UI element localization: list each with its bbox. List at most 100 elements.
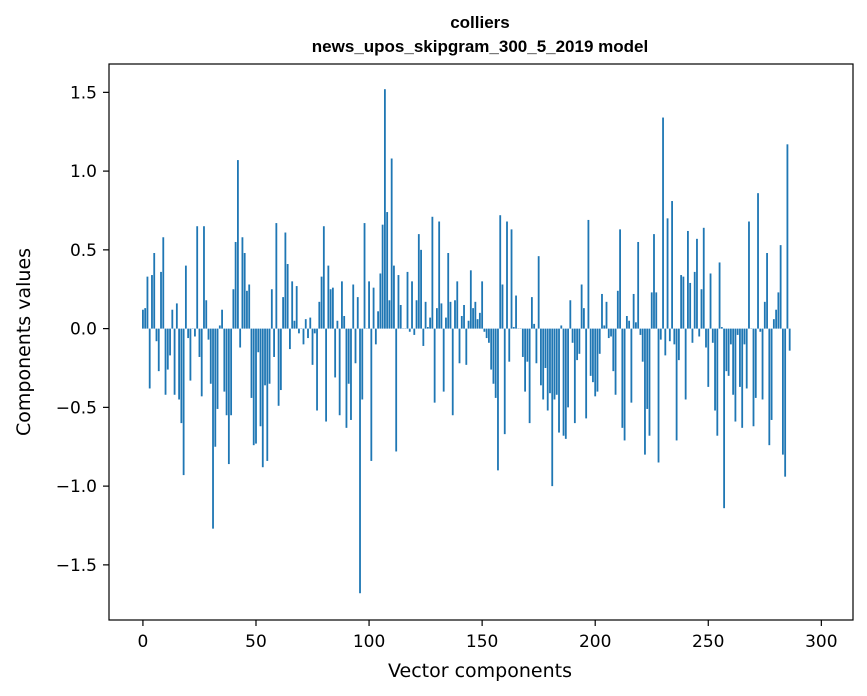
bar-188 [567, 328, 569, 408]
bar-56 [268, 328, 271, 384]
bar-256 [720, 327, 723, 329]
bar-68 [295, 286, 298, 329]
bar-108 [386, 212, 389, 329]
x-tick-label: 250 [692, 632, 724, 652]
bar-76 [313, 328, 316, 334]
bar-52 [259, 328, 262, 427]
bar-222 [644, 328, 646, 455]
bar-251 [709, 273, 712, 329]
bar-79 [320, 276, 323, 329]
bar-196 [585, 328, 588, 419]
bar-153 [488, 328, 490, 343]
bar-66 [291, 281, 294, 329]
bar-53 [261, 328, 264, 468]
bar-240 [684, 328, 687, 400]
bar-118 [408, 328, 411, 332]
bar-119 [411, 281, 413, 329]
bar-8 [160, 271, 162, 329]
bar-200 [594, 328, 597, 397]
bar-191 [573, 328, 576, 424]
bar-184 [558, 328, 560, 433]
bar-111 [393, 265, 395, 329]
bar-207 [610, 328, 612, 337]
bar-17 [180, 328, 183, 424]
bar-152 [485, 328, 488, 339]
bar-164 [512, 327, 515, 329]
bar-43 [239, 328, 242, 348]
bar-91 [347, 328, 350, 384]
bar-175 [537, 256, 540, 329]
bar-105 [379, 273, 382, 329]
bar-20 [187, 328, 190, 339]
bar-7 [157, 328, 160, 372]
bar-163 [510, 229, 513, 329]
bar-135 [447, 253, 450, 329]
bar-264 [739, 328, 741, 387]
bar-226 [653, 234, 655, 329]
bar-77 [316, 328, 318, 411]
bar-261 [732, 328, 735, 395]
bar-30 [209, 328, 212, 384]
bar-271 [754, 328, 757, 398]
bar-21 [189, 328, 192, 381]
bar-131 [438, 221, 441, 329]
bar-38 [227, 328, 230, 465]
x-tick-label: 150 [466, 632, 498, 652]
bar-49 [252, 328, 255, 446]
bar-176 [540, 328, 542, 386]
bar-95 [356, 297, 359, 329]
bar-246 [698, 328, 701, 337]
bar-2 [146, 276, 149, 329]
bar-189 [569, 300, 572, 329]
bar-202 [598, 328, 601, 354]
bar-134 [445, 317, 447, 329]
bar-280 [775, 309, 778, 329]
bar-122 [417, 234, 420, 329]
x-tick-label: 300 [805, 632, 837, 652]
bar-84 [331, 287, 334, 329]
bar-204 [603, 325, 606, 329]
bar-157 [497, 328, 499, 471]
bar-139 [456, 281, 459, 329]
bar-239 [682, 276, 685, 329]
bar-147 [474, 301, 477, 329]
bar-69 [298, 328, 300, 334]
bar-62 [282, 297, 285, 329]
bar-218 [635, 322, 637, 329]
bar-141 [460, 316, 463, 329]
bar-178 [544, 328, 547, 368]
bar-86 [336, 320, 339, 329]
bar-255 [718, 262, 721, 329]
bar-203 [601, 293, 603, 329]
bar-245 [696, 238, 698, 329]
bar-39 [230, 328, 233, 416]
bar-212 [621, 328, 624, 428]
bar-23 [194, 328, 196, 337]
bar-275 [763, 301, 766, 329]
bar-171 [528, 328, 531, 424]
bar-237 [677, 328, 680, 361]
bar-258 [725, 328, 728, 372]
bar-127 [429, 317, 432, 329]
x-axis-label: Vector components [388, 660, 572, 682]
bar-61 [279, 328, 282, 391]
bar-4 [151, 275, 153, 329]
bar-144 [467, 320, 470, 329]
bar-47 [248, 284, 251, 329]
bar-190 [571, 328, 574, 343]
bar-125 [424, 301, 427, 329]
bar-114 [399, 304, 402, 329]
bar-26 [200, 328, 203, 397]
bar-137 [451, 328, 454, 416]
bar-94 [354, 328, 357, 364]
bar-50 [255, 328, 257, 444]
bar-90 [345, 328, 348, 428]
bar-6 [155, 328, 158, 342]
bar-283 [781, 328, 784, 455]
bar-1 [144, 308, 147, 329]
bar-109 [388, 300, 391, 329]
bar-63 [284, 232, 287, 329]
x-tick-label: 0 [138, 632, 149, 652]
bar-121 [415, 300, 418, 329]
bar-31 [212, 328, 214, 529]
